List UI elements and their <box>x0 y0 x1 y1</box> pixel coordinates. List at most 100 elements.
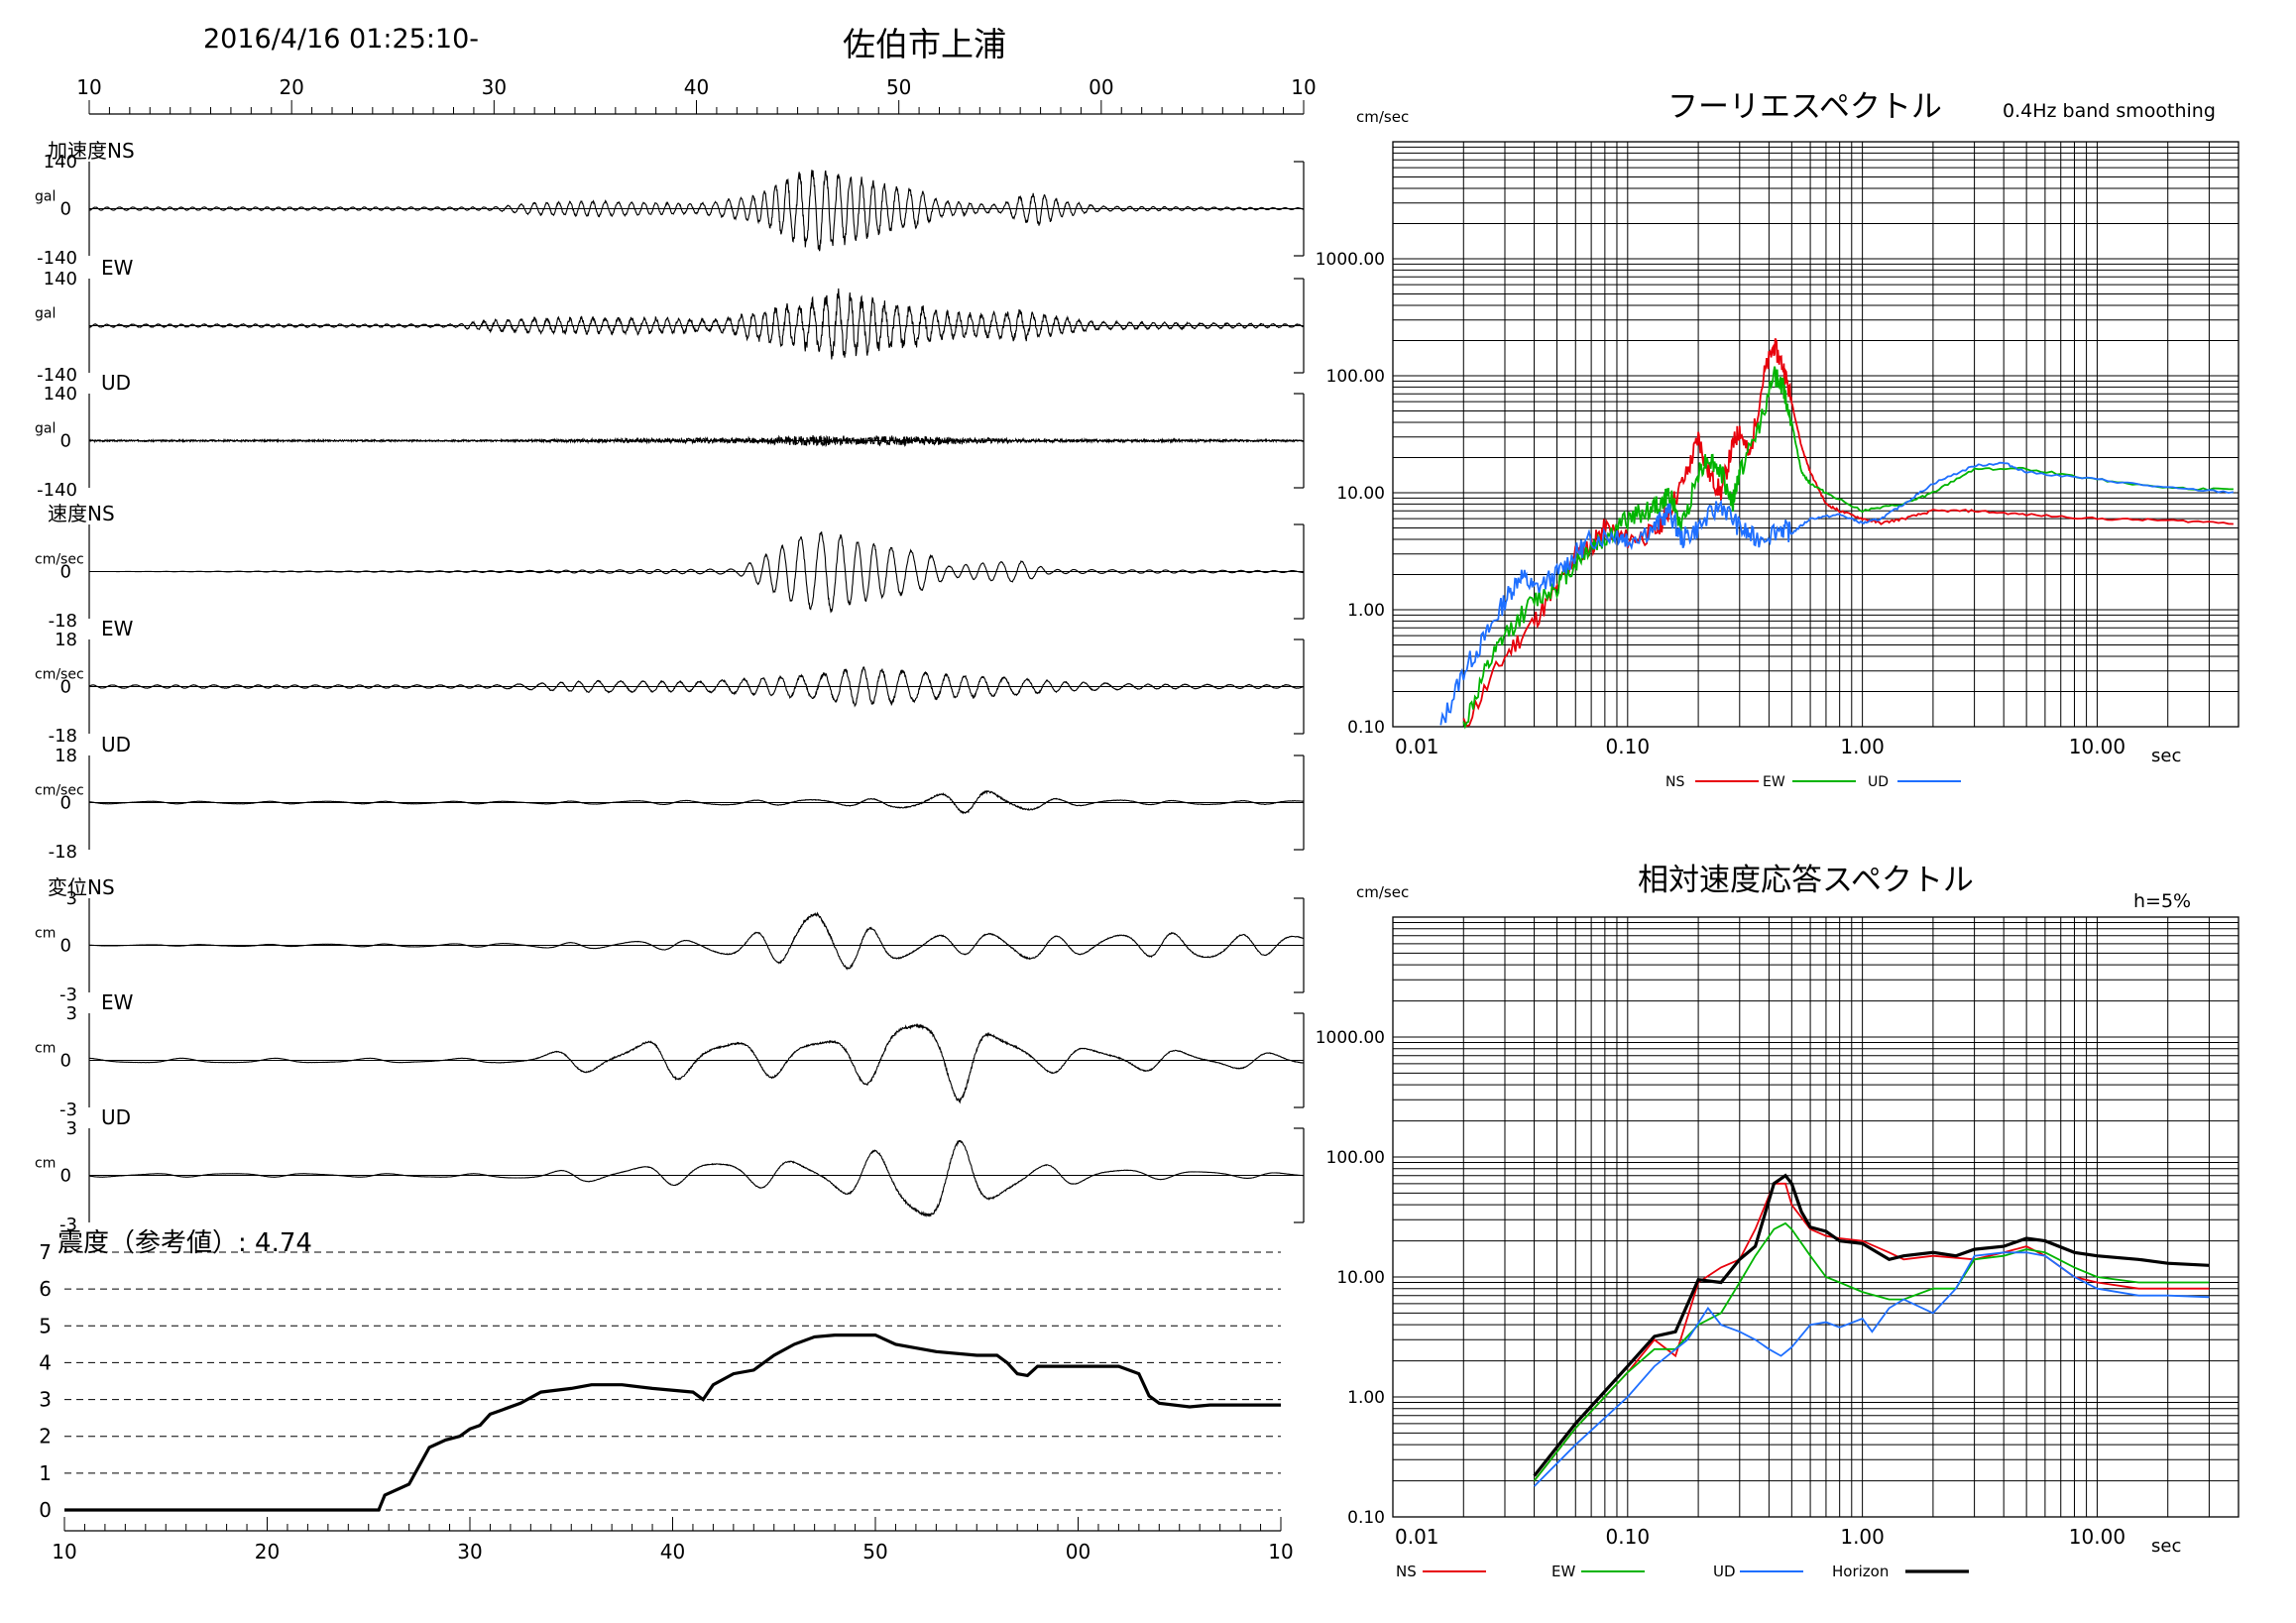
response-subtitle: h=5% <box>2133 890 2191 912</box>
waveform-panel: 変位NS cm 3 0 -3 <box>35 875 1305 1005</box>
component-label: 速度NS <box>48 502 115 525</box>
y-tick-label: 0.10 <box>1347 1508 1385 1528</box>
series-ns-line <box>1462 337 2234 728</box>
amplitude-min-label: -3 <box>59 1215 77 1235</box>
intensity-y-tick-label: 0 <box>39 1498 52 1522</box>
x-unit-label: sec <box>2151 1536 2181 1557</box>
component-label: UD <box>101 733 131 756</box>
legend-label: NS <box>1396 1563 1417 1580</box>
intensity-x-tick-label: 10 <box>1268 1540 1293 1564</box>
component-label: 変位NS <box>48 875 115 899</box>
amplitude-min-label: -18 <box>49 842 77 863</box>
y-tick-label: 1000.00 <box>1316 250 1385 270</box>
amplitude-zero-label: 0 <box>60 677 71 698</box>
series-ew-line <box>1462 366 2234 730</box>
intensity-label: 震度（参考値）: 4.74 <box>57 1228 312 1258</box>
y-tick-label: 10.00 <box>1336 484 1385 504</box>
intensity-y-tick-label: 4 <box>39 1350 52 1374</box>
legend-label: EW <box>1551 1563 1575 1580</box>
amplitude-min-label: -140 <box>37 365 77 386</box>
x-tick-label: 1.00 <box>1840 735 1885 758</box>
y-tick-label: 10.00 <box>1336 1268 1385 1288</box>
amplitude-max-label: 18 <box>55 630 77 650</box>
amplitude-zero-label: 0 <box>60 199 71 220</box>
amplitude-min-label: -18 <box>49 726 77 747</box>
intensity-y-tick-label: 5 <box>39 1314 52 1337</box>
response-spectrum-chart: 0.10 1.00 10.00 100.00 1000.00 0.01 0.10 1.00 10… <box>1316 863 2239 1580</box>
top-axis-tick-label: 40 <box>684 75 709 99</box>
series-ud-line <box>1439 461 2235 726</box>
amplitude-max-label: 3 <box>66 1003 77 1024</box>
waveform-trace <box>89 911 1304 971</box>
amplitude-min-label: -3 <box>59 1100 77 1120</box>
x-tick-label: 0.01 <box>1395 1525 1439 1549</box>
waveform-panel: UD gal 140 0 -140 <box>35 371 1305 501</box>
waveform-trace <box>88 789 1304 815</box>
amplitude-max-label: 140 <box>44 384 77 405</box>
intensity-curve <box>64 1333 1281 1512</box>
component-label: EW <box>101 990 134 1014</box>
waveform-panel: UD cm/sec 18 0 -18 <box>35 733 1305 863</box>
waveform-trace <box>88 170 1304 252</box>
unit-label: cm/sec <box>35 667 84 683</box>
y-unit-label: cm/sec <box>1356 883 1409 901</box>
station-name: 佐伯市上浦 <box>843 25 1006 63</box>
unit-label: cm/sec <box>35 552 84 568</box>
fourier-subtitle: 0.4Hz band smoothing <box>2003 100 2216 122</box>
x-tick-label: 0.01 <box>1395 735 1439 758</box>
legend-label: NS <box>1665 774 1684 790</box>
unit-label: cm/sec <box>35 783 84 799</box>
legend-label: UD <box>1713 1563 1736 1580</box>
intensity-x-tick-label: 00 <box>1066 1540 1091 1564</box>
legend-label: EW <box>1763 774 1785 790</box>
amplitude-max-label: 18 <box>55 746 77 766</box>
y-tick-label: 100.00 <box>1326 1148 1385 1168</box>
intensity-x-tick-label: 50 <box>862 1540 887 1564</box>
waveform-panel: UD cm 3 0 -3 <box>35 1105 1305 1235</box>
series-ew-line <box>1533 1221 2210 1482</box>
component-label: EW <box>101 256 134 280</box>
amplitude-zero-label: 0 <box>60 936 71 957</box>
amplitude-max-label: 3 <box>66 1118 77 1139</box>
waveform-trace <box>88 288 1304 360</box>
amplitude-min-label: -3 <box>59 985 77 1005</box>
top-axis-tick-label: 00 <box>1089 75 1113 99</box>
y-tick-label: 100.00 <box>1326 367 1385 387</box>
y-tick-label: 1.00 <box>1347 1388 1385 1408</box>
plot-frame <box>1392 916 2239 1518</box>
amplitude-zero-label: 0 <box>60 1051 71 1072</box>
x-tick-label: 0.10 <box>1606 1525 1651 1549</box>
intensity-y-tick-label: 2 <box>39 1425 52 1449</box>
intensity-y-tick-label: 1 <box>39 1461 52 1485</box>
y-tick-label: 1.00 <box>1347 601 1385 621</box>
record-datetime: 2016/4/16 01:25:10- <box>203 24 480 55</box>
response-title: 相対速度応答スペクトル <box>1638 863 1974 898</box>
waveform-panel: EW cm 3 0 -3 <box>35 990 1305 1120</box>
fourier-title: フーリエスペクトル <box>1667 89 1942 125</box>
amplitude-max-label: 3 <box>66 888 77 909</box>
amplitude-zero-label: 0 <box>60 562 71 583</box>
intensity-y-tick-label: 3 <box>39 1388 52 1412</box>
unit-label: cm <box>35 1156 56 1172</box>
waveform-trace <box>88 434 1304 448</box>
x-unit-label: sec <box>2151 746 2181 766</box>
amplitude-min-label: -18 <box>49 611 77 632</box>
unit-label: cm <box>35 926 56 942</box>
x-tick-label: 10.00 <box>2069 735 2125 758</box>
waveform-trace <box>88 1022 1304 1104</box>
amplitude-min-label: -140 <box>37 248 77 269</box>
x-tick-label: 1.00 <box>1840 1525 1885 1549</box>
waveform-trace <box>89 531 1304 614</box>
legend-label: Horizon <box>1832 1563 1889 1580</box>
waveform-panel: EW cm/sec 18 0 -18 <box>35 617 1305 747</box>
unit-label: cm <box>35 1041 56 1057</box>
waveform-trace <box>88 666 1304 708</box>
waveform-trace <box>88 1139 1304 1217</box>
fourier-spectrum-chart: 0.10 1.00 10.00 100.00 1000.00 0.01 0.10 1.00 10… <box>1316 89 2239 790</box>
y-tick-label: 1000.00 <box>1316 1028 1385 1048</box>
x-tick-label: 0.10 <box>1606 735 1651 758</box>
top-axis-tick-label: 10 <box>1291 75 1316 99</box>
top-axis-tick-label: 50 <box>886 75 911 99</box>
